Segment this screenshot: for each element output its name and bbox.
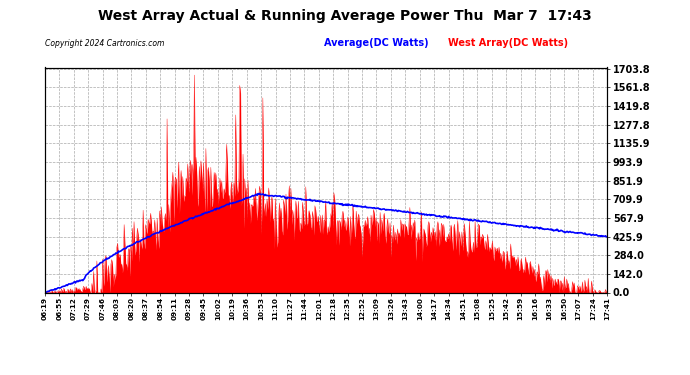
Text: West Array Actual & Running Average Power Thu  Mar 7  17:43: West Array Actual & Running Average Powe… [98,9,592,23]
Text: West Array(DC Watts): West Array(DC Watts) [448,38,569,48]
Text: Copyright 2024 Cartronics.com: Copyright 2024 Cartronics.com [45,39,164,48]
Text: Average(DC Watts): Average(DC Watts) [324,38,429,48]
